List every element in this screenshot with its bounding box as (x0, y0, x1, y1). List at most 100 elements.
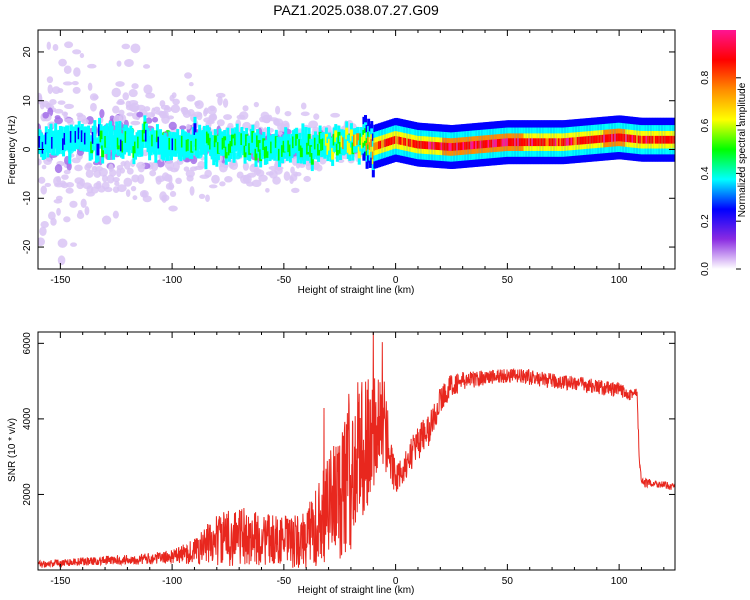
spectrogram-blob (258, 174, 268, 182)
spectrogram-ridge-cell (396, 136, 400, 145)
spectrogram-ridge-cell (340, 135, 344, 148)
spectrogram-ridge-cell (462, 142, 466, 150)
spectrogram-ridge-cell (66, 131, 70, 144)
spectrogram-ridge-cell (302, 146, 306, 158)
spectrogram-ridge-cell (307, 133, 311, 146)
spectrogram-blob (132, 195, 138, 201)
spectrogram-ridge-cell (284, 133, 288, 146)
spectrogram-blob (114, 181, 120, 187)
spectrogram-ridge-cell (47, 135, 51, 148)
spectrogram-ridge-cell (567, 137, 571, 146)
spectrogram-ridge-cell (46, 139, 50, 152)
spectrogram-blob (330, 112, 341, 118)
spectrogram-blob (124, 59, 134, 67)
spectrogram-blob (305, 163, 312, 171)
spectrogram-ridge-cell (90, 141, 94, 154)
spectrogram-blob (48, 211, 56, 220)
spectrogram-y-tick-label: -20 (22, 239, 33, 254)
spectrogram-y-tick-label: 0 (22, 146, 33, 152)
spectrogram-ridge-cell (144, 129, 148, 142)
spectrogram-ridge-cell (51, 136, 55, 149)
spectrogram-ridge-cell (511, 138, 515, 147)
spectrogram-ridge-cell (298, 139, 302, 151)
spectrogram-ridge-cell (238, 139, 242, 152)
spectrogram-ridge-cell (445, 142, 449, 151)
spectrogram-blob (104, 186, 113, 193)
spectrogram-ridge-cell (578, 136, 582, 145)
spectrogram-ridge-cell (160, 141, 164, 154)
spectrogram-ridge-cell (243, 145, 247, 158)
spectrogram-ridge-cell (407, 138, 411, 147)
spectrogram-ridge-cell (72, 133, 76, 145)
spectrogram-ridge-cell (376, 141, 380, 150)
spectrogram-ridge-cell (98, 124, 102, 136)
spectrogram-x-tick-label: -150 (50, 275, 70, 286)
figure-title: PAZ1.2025.038.07.27.G09 (273, 2, 439, 18)
spectrogram-blob (63, 65, 72, 74)
spectrogram-ridge-cell (130, 135, 134, 147)
spectrogram-blob (115, 81, 125, 87)
spectrogram-blob (74, 177, 84, 185)
spectrogram-ridge-cell (486, 140, 490, 148)
spectrogram-blob (184, 72, 193, 79)
spectrogram-ridge-cell (464, 141, 468, 150)
spectrogram-blob (38, 158, 42, 166)
spectrogram-ridge-cell (191, 133, 195, 146)
spectrogram-blob (64, 118, 74, 123)
spectrogram-blob (219, 181, 226, 187)
spectrogram-ridge-cell (306, 142, 310, 155)
spectrogram-ridge-cell (162, 142, 166, 155)
spectrogram-blob (131, 83, 139, 90)
spectrogram-ridge-cell (603, 134, 607, 143)
spectrogram-blob (137, 174, 145, 185)
spectrogram-ridge-cell (647, 135, 651, 144)
spectrogram-ridge-cell (257, 140, 261, 152)
spectrogram-ridge-cell (107, 141, 111, 154)
spectrogram-ridge-cell (573, 137, 577, 146)
spectrogram-ridge-cell (439, 142, 443, 151)
colorbar: 0.0 0.2 0.4 0.6 0.8 Normalized spectral ampl… (700, 30, 748, 276)
spectrogram-blob (295, 171, 302, 177)
spectrogram-ridge-cell (562, 138, 566, 147)
spectrogram-blob (211, 174, 220, 184)
spectrogram-blob (185, 123, 191, 130)
spectrogram-ridge-cell (58, 132, 62, 144)
spectrogram-ridge-cell (655, 135, 659, 144)
spectrogram-ridge-cell (431, 141, 435, 150)
spectrogram-ridge-cell (659, 135, 663, 144)
spectrogram-ridge-cell (451, 143, 455, 151)
spectrogram-ridge-cell (187, 139, 191, 151)
spectrogram-ridge-cell (378, 141, 382, 150)
spectrogram-ridge-cell (334, 130, 338, 143)
spectrogram-ridge-cell (568, 137, 572, 146)
spectrogram-blob (39, 101, 45, 110)
spectrogram-ridge-cell (91, 132, 95, 144)
spectrogram-blob (38, 237, 45, 246)
spectrogram-ridge-cell (504, 138, 508, 147)
spectrogram-ridge-cell (69, 130, 73, 143)
spectrogram-ridge-cell (559, 138, 563, 147)
spectrogram-ridge-cell (403, 137, 407, 146)
spectrogram-ridge-cell (354, 134, 358, 147)
spectrogram-ridge-cell (245, 134, 249, 146)
spectrogram-ridge-cell (152, 136, 156, 149)
spectrogram-blob (291, 187, 300, 193)
spectrogram-blob (253, 167, 262, 175)
spectrogram-ridge-cell (387, 138, 391, 146)
spectrogram-ridge-cell (301, 129, 305, 142)
spectrogram-ridge-cell (157, 136, 161, 149)
spectrogram-ridge-cell (644, 135, 648, 144)
spectrogram-blob (208, 184, 218, 189)
spectrogram-ridge-cell (171, 138, 175, 151)
spectrogram-ridge-cell (149, 137, 153, 149)
spectrogram-blob (183, 166, 190, 172)
spectrogram-ridge-cell (328, 138, 332, 151)
spectrogram-ridge-cell (326, 143, 330, 155)
spectrogram-ridge-cell (631, 134, 635, 143)
spectrogram-ridge-cell (204, 151, 208, 163)
spectrogram-ridge-cell (456, 142, 460, 151)
spectrogram-blob (70, 242, 78, 247)
snr-series-line (38, 332, 675, 569)
spectrogram-blob (265, 171, 274, 176)
spectrogram-ridge-cell (432, 141, 436, 150)
